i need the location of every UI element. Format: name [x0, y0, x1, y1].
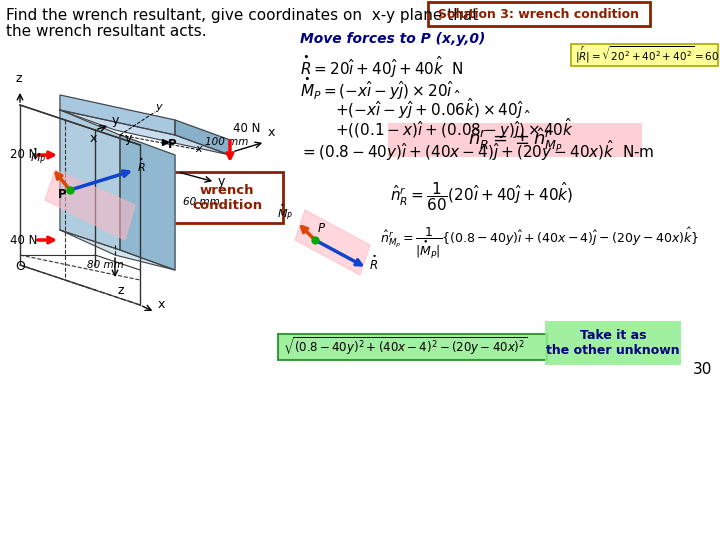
Text: x: x	[158, 298, 166, 311]
Text: $\overset{\bullet}{R}$: $\overset{\bullet}{R}$	[137, 156, 145, 174]
Text: $\hat{n}^r_{M_P} = \dfrac{1}{|\overset{\bullet}{M}_P|}\{(0.8-40y)\hat{\imath}+(4: $\hat{n}^r_{M_P} = \dfrac{1}{|\overset{\…	[380, 225, 699, 260]
Polygon shape	[60, 230, 175, 270]
Text: 40 N: 40 N	[10, 233, 37, 246]
Text: Take it as
the other unknown: Take it as the other unknown	[546, 329, 680, 357]
Text: 100 mm: 100 mm	[205, 137, 248, 147]
Text: $\hat{n}^r_R = \pm\hat{n}^r_{M_P}$: $\hat{n}^r_R = \pm\hat{n}^r_{M_P}$	[467, 126, 562, 154]
Text: 40 N: 40 N	[233, 122, 261, 135]
Text: Solution 3: wrench condition: Solution 3: wrench condition	[438, 8, 639, 21]
FancyBboxPatch shape	[571, 44, 718, 66]
Polygon shape	[120, 135, 175, 270]
Polygon shape	[60, 110, 120, 250]
FancyBboxPatch shape	[428, 2, 650, 26]
Text: 20 N: 20 N	[10, 148, 37, 161]
Polygon shape	[45, 170, 135, 240]
Text: 80 mm: 80 mm	[86, 260, 123, 270]
Text: $\overset{\bullet}{M}_P$: $\overset{\bullet}{M}_P$	[277, 202, 293, 222]
Text: z: z	[118, 284, 125, 297]
Text: P: P	[58, 188, 67, 201]
Text: P: P	[168, 138, 176, 151]
Text: x: x	[268, 126, 275, 139]
Polygon shape	[175, 120, 230, 155]
Text: wrench
condition: wrench condition	[192, 184, 262, 212]
Text: Find the wrench resultant, give coordinates on  x-y plane that: Find the wrench resultant, give coordina…	[6, 8, 478, 23]
Text: x: x	[90, 132, 97, 145]
Text: $P$: $P$	[317, 222, 326, 235]
Text: $\sqrt{(0.8-40y)^2+(40x-4)^2-(20y-40x)^2}$: $\sqrt{(0.8-40y)^2+(40x-4)^2-(20y-40x)^2…	[283, 336, 528, 358]
Text: $\hat{n}^r_R = \dfrac{1}{60}(20\hat{\imath}+40\hat{\jmath}+40\hat{k})$: $\hat{n}^r_R = \dfrac{1}{60}(20\hat{\ima…	[390, 180, 573, 213]
Text: $=(0.8-40y)\hat{\imath}+(40x-4)\hat{\jmath}+(20y-40x)\hat{k}$  N-m: $=(0.8-40y)\hat{\imath}+(40x-4)\hat{\jma…	[300, 138, 654, 163]
FancyBboxPatch shape	[172, 172, 283, 223]
Text: $|\overset{r}{R}|=\sqrt{20^2+40^2+40^2}=60$: $|\overset{r}{R}|=\sqrt{20^2+40^2+40^2}=…	[575, 45, 719, 65]
Text: $+(-x\hat{\imath} - y\hat{\jmath}+0.06\hat{k})\times 40\hat{\jmath}\ \hat{}$: $+(-x\hat{\imath} - y\hat{\jmath}+0.06\h…	[335, 96, 531, 121]
Text: $\overset{\bullet}{R}$: $\overset{\bullet}{R}$	[369, 254, 378, 273]
Text: $\overset{\bullet}{M}_P$: $\overset{\bullet}{M}_P$	[30, 146, 46, 166]
Text: O: O	[15, 260, 25, 273]
FancyBboxPatch shape	[278, 334, 547, 360]
Text: 30: 30	[693, 362, 712, 377]
Text: 60 mm: 60 mm	[183, 197, 220, 207]
Text: $\overset{\bullet}{R} = 20\hat{\imath} + 40\hat{\jmath}+40\hat{k}$  N: $\overset{\bullet}{R} = 20\hat{\imath} +…	[300, 54, 464, 81]
Text: Move forces to P (x,y,0): Move forces to P (x,y,0)	[300, 32, 485, 46]
Text: y: y	[125, 132, 132, 145]
Polygon shape	[60, 110, 230, 155]
Text: y: y	[218, 175, 225, 188]
Text: $+((0.1-x)\hat{\imath} + (0.08-y)\hat{\jmath})\times 40\hat{k}$: $+((0.1-x)\hat{\imath} + (0.08-y)\hat{\j…	[335, 116, 574, 141]
Text: y: y	[155, 102, 161, 112]
Polygon shape	[295, 210, 370, 275]
FancyBboxPatch shape	[388, 123, 642, 157]
Text: z: z	[15, 72, 22, 85]
Text: x: x	[195, 144, 202, 154]
Text: y: y	[112, 114, 120, 127]
FancyBboxPatch shape	[545, 321, 681, 365]
Text: the wrench resultant acts.: the wrench resultant acts.	[6, 24, 207, 39]
Polygon shape	[60, 95, 175, 135]
Text: $\overset{\bullet}{M}_P = (-x\hat{\imath} - y\hat{\jmath})\times 20\hat{\imath}\: $\overset{\bullet}{M}_P = (-x\hat{\imath…	[300, 76, 461, 103]
